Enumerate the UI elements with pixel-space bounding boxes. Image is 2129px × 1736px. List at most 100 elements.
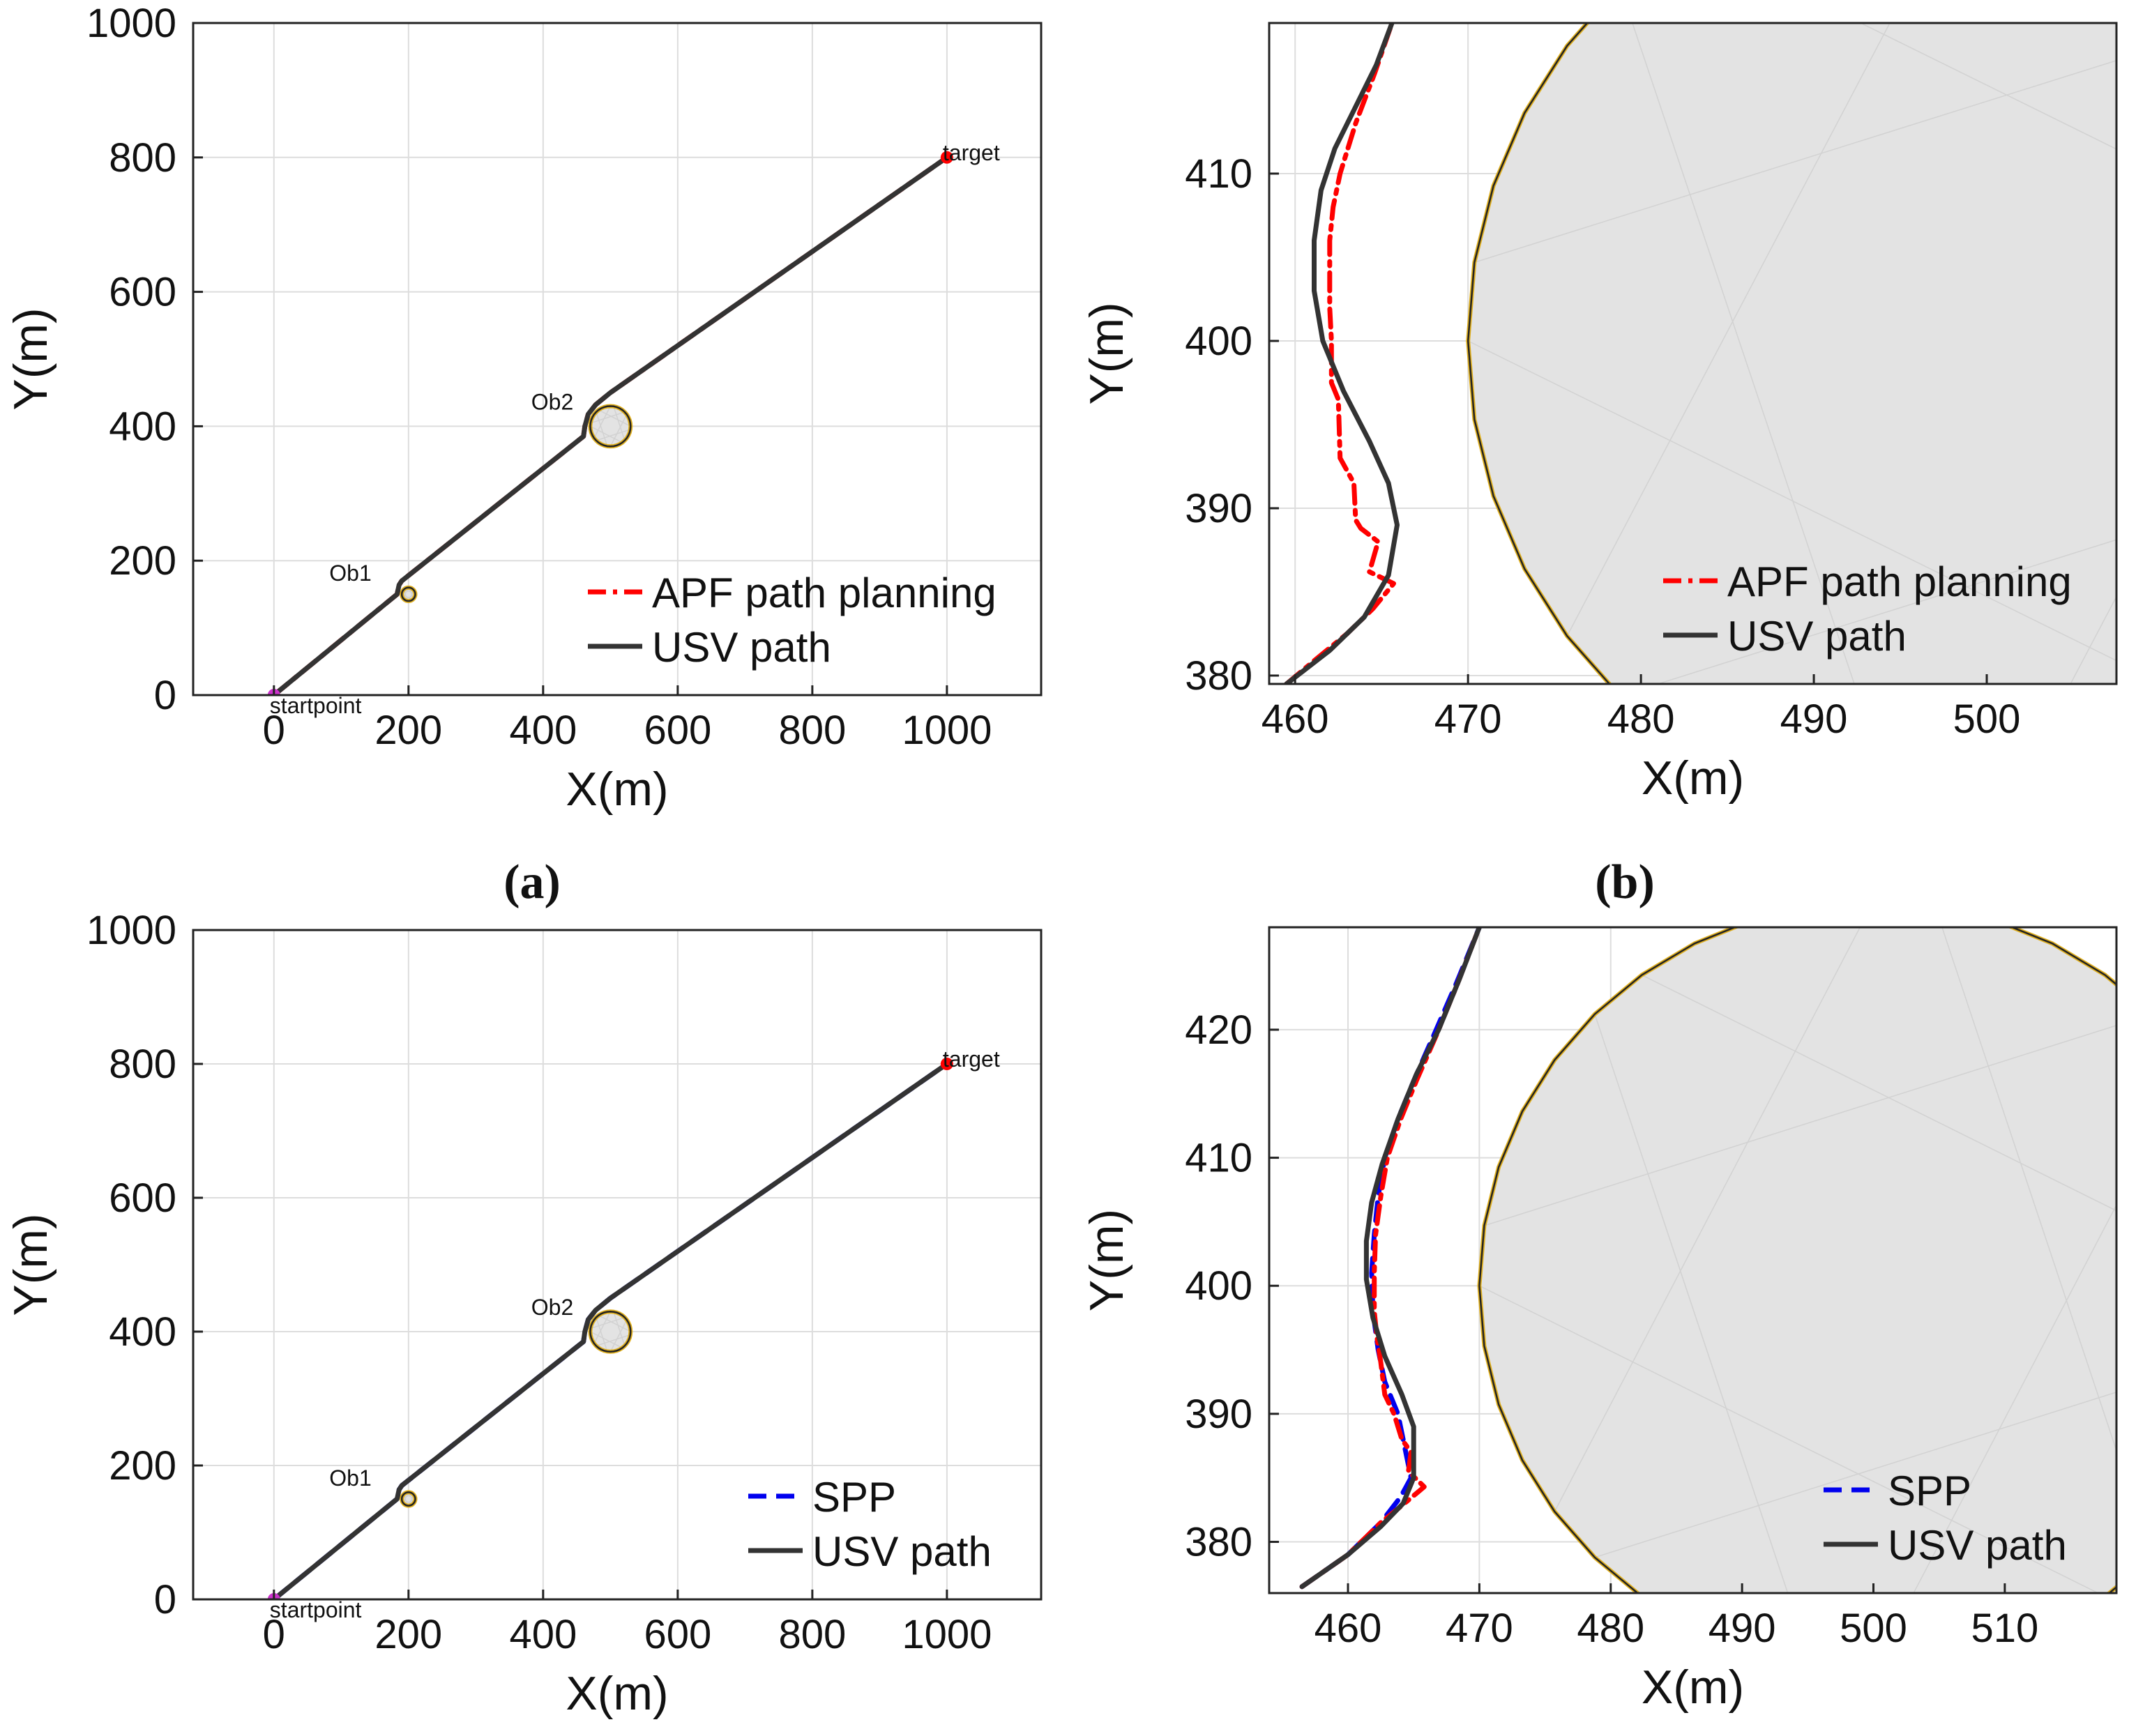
y-tick-label: 800 bbox=[109, 135, 176, 181]
x-tick-label: 0 bbox=[263, 708, 285, 753]
plot-content-c bbox=[193, 930, 1041, 1599]
obstacle-boundary-ob2 bbox=[1467, 23, 1611, 684]
obstacle-mesh-line bbox=[1554, 927, 1861, 1512]
y-tick-label: 0 bbox=[154, 673, 176, 718]
obstacle-mesh-line bbox=[1859, 23, 2116, 150]
x-axis-label: X(m) bbox=[566, 1667, 668, 1720]
x-tick-label: 510 bbox=[1971, 1606, 2038, 1651]
x-tick-label: 490 bbox=[1708, 1606, 1776, 1651]
obstacle-mesh-line bbox=[596, 411, 608, 447]
obstacle-mesh-line bbox=[1594, 1014, 1789, 1593]
plot-frame-a bbox=[192, 22, 1043, 696]
y-tick-label: 390 bbox=[1185, 486, 1252, 531]
obstacle-mesh-line bbox=[593, 1311, 612, 1344]
y-tick-label: 410 bbox=[1185, 1136, 1252, 1181]
obstacle-mesh-line bbox=[590, 1316, 626, 1330]
obstacle-mesh-line bbox=[596, 1317, 608, 1352]
x-axis-label: X(m) bbox=[1642, 752, 1744, 805]
annotation-target: target bbox=[943, 1046, 1000, 1072]
plot-content-a bbox=[193, 23, 1041, 695]
obstacle-mesh-line bbox=[1632, 23, 1855, 684]
marker-target bbox=[940, 151, 953, 164]
obstacle-mesh-line bbox=[590, 425, 623, 443]
chart-panel-d: 460 470 480 490 500 510 380 390 400 410 420 X(m) Y(m… bbox=[1080, 926, 2118, 1714]
legend-d: SPP USV path bbox=[1824, 1468, 2067, 1569]
legend-label-apf-path-planning: APF path planning bbox=[652, 570, 997, 616]
series-line-apf-path-planning bbox=[1284, 23, 1396, 684]
obstacle-mesh-line bbox=[1566, 23, 1891, 637]
obstacle-mesh-line bbox=[1467, 340, 2116, 662]
y-tick-label: 380 bbox=[1185, 1520, 1252, 1565]
annotation-ob1: Ob1 bbox=[329, 1465, 371, 1491]
obstacle-ob2 bbox=[1479, 927, 2116, 1593]
obstacle-mesh-line bbox=[613, 406, 626, 441]
obstacle-boundary-ob2 bbox=[589, 405, 632, 448]
x-tick-label: 480 bbox=[1577, 1606, 1644, 1651]
obstacle-boundary-ob2 bbox=[1478, 927, 2116, 1593]
x-tick-label: 200 bbox=[374, 708, 442, 753]
legend-label-usv-path: USV path bbox=[1888, 1522, 2067, 1569]
y-tick-label: 400 bbox=[109, 1309, 176, 1355]
x-tick-label: 1000 bbox=[902, 1612, 992, 1657]
annotation-target: target bbox=[943, 140, 1000, 165]
series-line-usv-path bbox=[1299, 927, 1482, 1590]
y-tick-label: 600 bbox=[109, 270, 176, 315]
x-axis-label: X(m) bbox=[1642, 1661, 1744, 1714]
chart-panel-c: startpoint target Ob1 Ob2 0 200 400 600 800 1000 0… bbox=[4, 908, 1043, 1720]
y-tick-label: 390 bbox=[1185, 1392, 1252, 1437]
x-tick-label: 600 bbox=[644, 1612, 711, 1657]
y-axis-label: Y(m) bbox=[1080, 302, 1133, 404]
y-tick-label: 200 bbox=[109, 1443, 176, 1488]
plot-content-d bbox=[1269, 927, 2116, 1593]
obstacle-mesh-line bbox=[598, 409, 631, 427]
y-tick-label: 400 bbox=[109, 404, 176, 449]
annotation-startpoint: startpoint bbox=[270, 1597, 362, 1622]
plot-content-b bbox=[1269, 23, 2116, 684]
obstacle-mesh-line bbox=[1594, 1392, 2116, 1558]
obstacle-mesh-line bbox=[590, 1331, 623, 1348]
obstacle-mesh-line bbox=[1479, 1285, 2100, 1593]
x-tick-label: 0 bbox=[263, 1612, 285, 1657]
legend-label-spp: SPP bbox=[812, 1474, 896, 1521]
y-tick-label: 600 bbox=[109, 1175, 176, 1221]
plot-area-a bbox=[193, 23, 1041, 695]
legend-label-usv-path: USV path bbox=[1727, 613, 1907, 660]
annotation-ob2: Ob2 bbox=[531, 1295, 573, 1320]
y-axis-label: Y(m) bbox=[4, 307, 57, 410]
chart-panel-b: 460 470 480 490 500 380 390 400 410 X(m) Y(m) APF p… bbox=[1080, 22, 2118, 805]
y-tick-label: 380 bbox=[1185, 653, 1252, 699]
obstacle-mesh-line bbox=[613, 1311, 626, 1346]
obstacle-mesh-line bbox=[609, 414, 628, 447]
legend-label-spp: SPP bbox=[1888, 1468, 1971, 1514]
obstacle-ob2 bbox=[590, 1311, 631, 1352]
obstacle-mesh-line bbox=[598, 1315, 631, 1332]
panel-label-a: (a) bbox=[503, 855, 561, 909]
y-tick-label: 200 bbox=[109, 538, 176, 584]
x-tick-label: 470 bbox=[1434, 696, 1502, 742]
x-tick-label: 800 bbox=[778, 1612, 846, 1657]
y-tick-label: 400 bbox=[1185, 319, 1252, 364]
plot-frame-c bbox=[192, 929, 1043, 1601]
series-line-usv-path bbox=[271, 1061, 950, 1599]
x-tick-label: 490 bbox=[1780, 696, 1848, 742]
x-tick-label: 600 bbox=[644, 708, 711, 753]
x-tick-label: 480 bbox=[1607, 696, 1675, 742]
x-tick-label: 400 bbox=[509, 1612, 577, 1657]
y-tick-label: 420 bbox=[1185, 1007, 1252, 1053]
obstacle-mesh-line bbox=[590, 411, 626, 424]
x-tick-label: 460 bbox=[1314, 1606, 1382, 1651]
series-line-usv-path bbox=[1284, 23, 1400, 684]
legend-c: SPP USV path bbox=[748, 1474, 992, 1575]
obstacle-mesh-line bbox=[1474, 60, 2116, 264]
x-tick-label: 500 bbox=[1953, 696, 2021, 742]
y-tick-label: 410 bbox=[1185, 151, 1252, 197]
x-tick-label: 200 bbox=[374, 1612, 442, 1657]
obstacle-mesh-line bbox=[596, 1334, 631, 1347]
obstacle-mesh-line bbox=[593, 406, 612, 439]
y-axis-label: Y(m) bbox=[1080, 1209, 1133, 1311]
obstacle-boundary-ob2 bbox=[589, 1310, 632, 1353]
annotation-startpoint: startpoint bbox=[270, 693, 362, 718]
x-tick-label: 1000 bbox=[902, 708, 992, 753]
